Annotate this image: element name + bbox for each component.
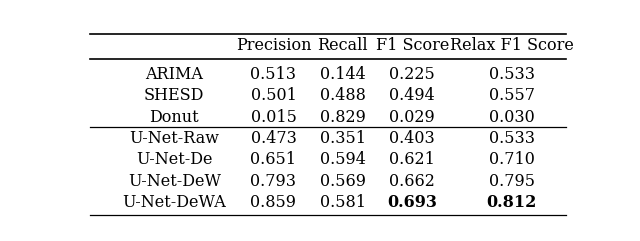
- Text: Recall: Recall: [317, 37, 368, 54]
- Text: 0.494: 0.494: [390, 87, 435, 104]
- Text: 0.594: 0.594: [320, 151, 366, 168]
- Text: 0.533: 0.533: [488, 130, 534, 147]
- Text: 0.473: 0.473: [250, 130, 296, 147]
- Text: 0.651: 0.651: [250, 151, 296, 168]
- Text: 0.015: 0.015: [250, 108, 296, 126]
- Text: 0.144: 0.144: [320, 66, 365, 83]
- Text: U-Net-DeWA: U-Net-DeWA: [122, 194, 226, 211]
- Text: 0.513: 0.513: [250, 66, 296, 83]
- Text: 0.662: 0.662: [389, 173, 435, 190]
- Text: 0.488: 0.488: [320, 87, 366, 104]
- Text: 0.501: 0.501: [250, 87, 296, 104]
- Text: 0.795: 0.795: [488, 173, 534, 190]
- Text: SHESD: SHESD: [144, 87, 204, 104]
- Text: 0.581: 0.581: [320, 194, 366, 211]
- Text: Precision: Precision: [236, 37, 311, 54]
- Text: 0.859: 0.859: [250, 194, 296, 211]
- Text: 0.225: 0.225: [390, 66, 435, 83]
- Text: U-Net-Raw: U-Net-Raw: [129, 130, 220, 147]
- Text: ARIMA: ARIMA: [145, 66, 203, 83]
- Text: 0.351: 0.351: [320, 130, 366, 147]
- Text: 0.829: 0.829: [320, 108, 366, 126]
- Text: 0.030: 0.030: [489, 108, 534, 126]
- Text: 0.029: 0.029: [390, 108, 435, 126]
- Text: 0.569: 0.569: [320, 173, 366, 190]
- Text: 0.710: 0.710: [488, 151, 534, 168]
- Text: Donut: Donut: [149, 108, 199, 126]
- Text: 0.621: 0.621: [389, 151, 435, 168]
- Text: 0.793: 0.793: [250, 173, 296, 190]
- Text: 0.557: 0.557: [488, 87, 534, 104]
- Text: F1 Score: F1 Score: [376, 37, 449, 54]
- Text: Relax F1 Score: Relax F1 Score: [449, 37, 573, 54]
- Text: 0.533: 0.533: [488, 66, 534, 83]
- Text: 0.812: 0.812: [486, 194, 537, 211]
- Text: 0.693: 0.693: [387, 194, 437, 211]
- Text: 0.403: 0.403: [390, 130, 435, 147]
- Text: U-Net-DeW: U-Net-DeW: [128, 173, 221, 190]
- Text: U-Net-De: U-Net-De: [136, 151, 212, 168]
